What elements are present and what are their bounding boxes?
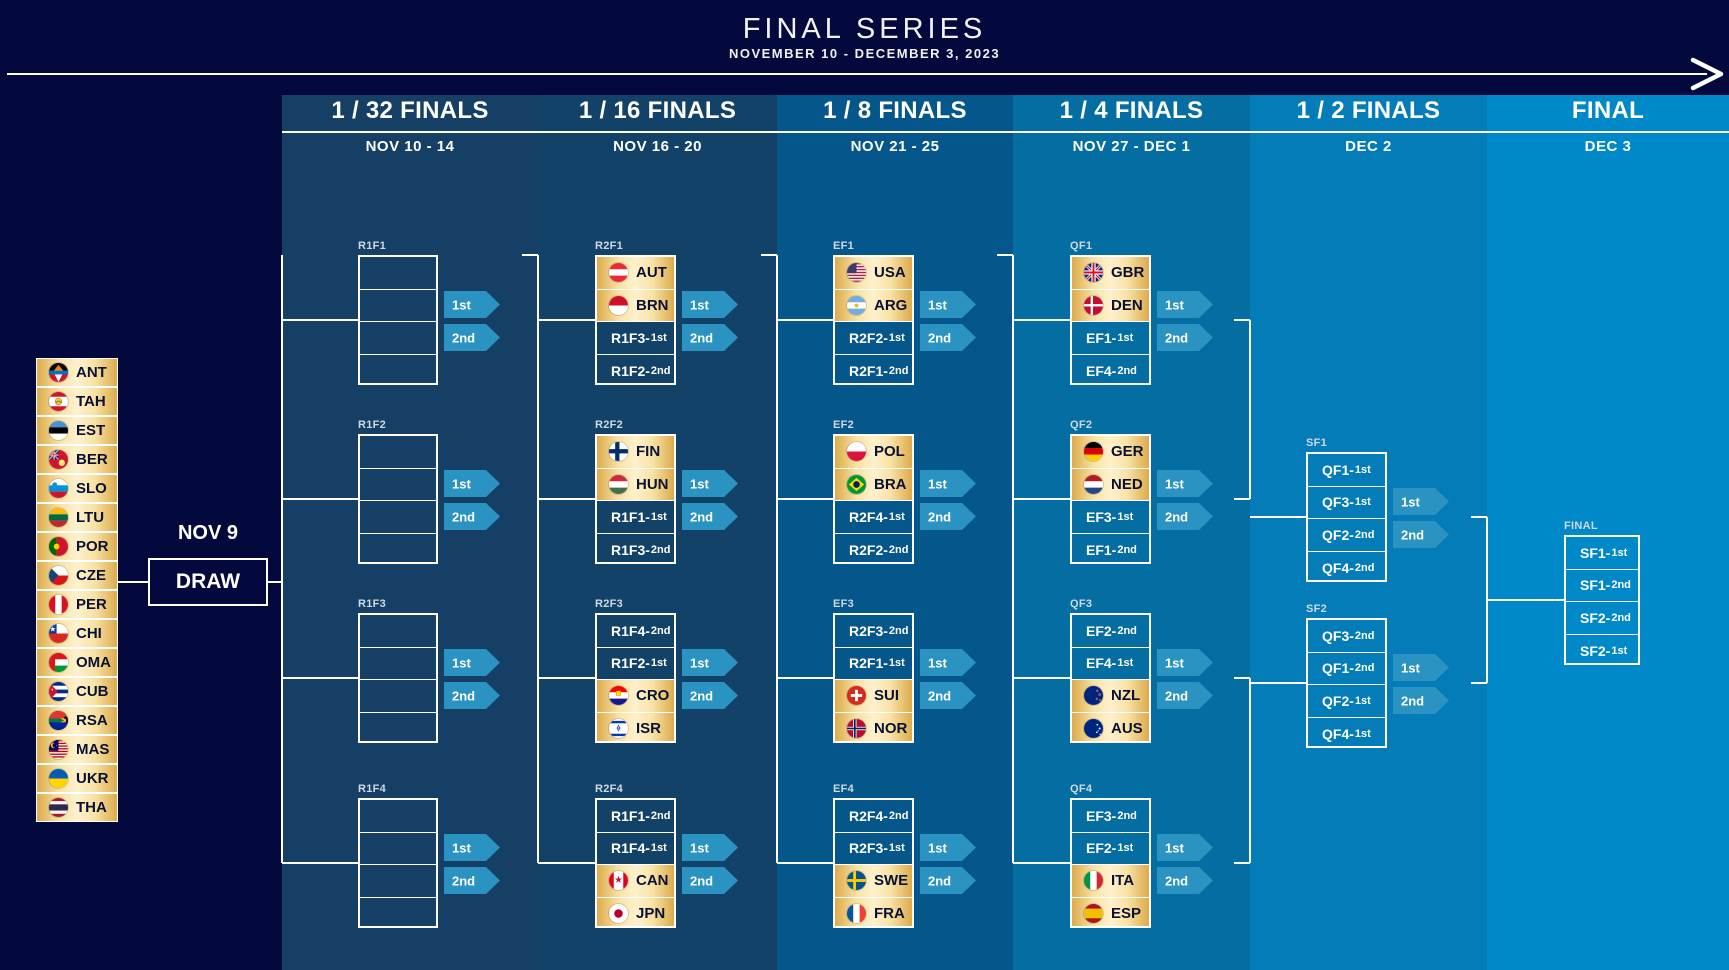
svg-text:2nd: 2nd bbox=[452, 873, 475, 888]
svg-text:1st: 1st bbox=[690, 656, 709, 671]
svg-text:1st: 1st bbox=[1401, 661, 1420, 676]
svg-text:1st: 1st bbox=[452, 656, 471, 671]
svg-text:1st: 1st bbox=[928, 841, 947, 856]
svg-text:2nd: 2nd bbox=[928, 509, 951, 524]
svg-text:2nd: 2nd bbox=[452, 330, 475, 345]
svg-text:1st: 1st bbox=[690, 841, 709, 856]
svg-text:2nd: 2nd bbox=[690, 509, 713, 524]
svg-text:2nd: 2nd bbox=[928, 688, 951, 703]
svg-text:1st: 1st bbox=[928, 656, 947, 671]
svg-text:1st: 1st bbox=[452, 841, 471, 856]
svg-text:1st: 1st bbox=[452, 298, 471, 313]
svg-text:2nd: 2nd bbox=[452, 688, 475, 703]
svg-text:2nd: 2nd bbox=[1165, 509, 1188, 524]
svg-text:2nd: 2nd bbox=[1165, 330, 1188, 345]
svg-text:1st: 1st bbox=[928, 477, 947, 492]
svg-text:2nd: 2nd bbox=[1165, 688, 1188, 703]
svg-text:1st: 1st bbox=[928, 298, 947, 313]
svg-text:1st: 1st bbox=[1165, 477, 1184, 492]
svg-text:2nd: 2nd bbox=[1401, 527, 1424, 542]
svg-text:1st: 1st bbox=[452, 477, 471, 492]
svg-text:1st: 1st bbox=[1401, 495, 1420, 510]
svg-text:1st: 1st bbox=[690, 298, 709, 313]
svg-text:2nd: 2nd bbox=[690, 688, 713, 703]
svg-text:2nd: 2nd bbox=[928, 873, 951, 888]
svg-text:2nd: 2nd bbox=[690, 873, 713, 888]
svg-text:2nd: 2nd bbox=[690, 330, 713, 345]
svg-text:1st: 1st bbox=[1165, 298, 1184, 313]
svg-text:1st: 1st bbox=[690, 477, 709, 492]
svg-text:2nd: 2nd bbox=[1165, 873, 1188, 888]
svg-text:2nd: 2nd bbox=[1401, 693, 1424, 708]
svg-text:1st: 1st bbox=[1165, 841, 1184, 856]
svg-text:2nd: 2nd bbox=[452, 509, 475, 524]
svg-text:2nd: 2nd bbox=[928, 330, 951, 345]
svg-text:1st: 1st bbox=[1165, 656, 1184, 671]
